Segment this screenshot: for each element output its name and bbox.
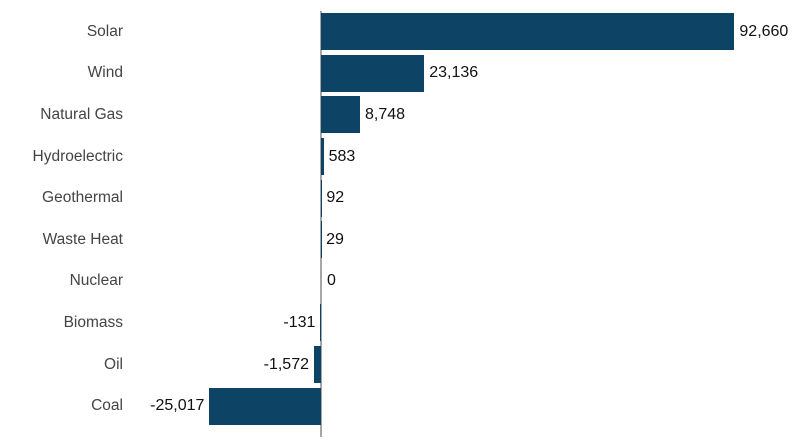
chart-row: Natural Gas 8,748: [0, 94, 812, 136]
value-label: 29: [326, 230, 344, 248]
category-label: Solar: [86, 22, 123, 40]
baseline-axis: [320, 11, 322, 437]
chart-row: Waste Heat 29: [0, 219, 812, 261]
chart-row: Solar 92,660: [0, 11, 812, 53]
category-label: Coal: [91, 397, 123, 415]
value-label: -1,572: [263, 355, 309, 373]
value-label: 92: [326, 189, 345, 207]
value-label: 8,748: [365, 105, 406, 123]
category-label: Natural Gas: [40, 105, 123, 123]
chart-row: Biomass -131: [0, 302, 812, 344]
category-label: Hydroelectric: [32, 147, 123, 165]
chart-row: Coal -25,017: [0, 385, 812, 427]
bar: [321, 138, 324, 176]
bar: [313, 346, 321, 384]
category-label: Waste Heat: [42, 230, 123, 248]
bar: [321, 96, 361, 134]
bar: [321, 54, 425, 92]
category-label: Nuclear: [69, 272, 123, 290]
category-label: Biomass: [63, 313, 123, 331]
chart-row: Oil -1,572: [0, 344, 812, 386]
category-label: Oil: [104, 355, 123, 373]
chart-row: Nuclear 0: [0, 261, 812, 303]
value-label: 0: [327, 272, 336, 290]
category-label: Geothermal: [42, 189, 123, 207]
value-label: 583: [328, 147, 356, 165]
value-label: -25,017: [150, 397, 205, 415]
chart-row: Geothermal 92: [0, 177, 812, 219]
chart-row: Hydroelectric 583: [0, 136, 812, 178]
bar: [320, 304, 321, 342]
value-label: -131: [283, 313, 316, 331]
value-label: 23,136: [429, 64, 479, 82]
chart-row: Wind 23,136: [0, 53, 812, 95]
bar: [321, 13, 735, 51]
bar: [209, 387, 321, 425]
category-label: Wind: [87, 64, 123, 82]
value-label: 92,660: [739, 22, 789, 40]
